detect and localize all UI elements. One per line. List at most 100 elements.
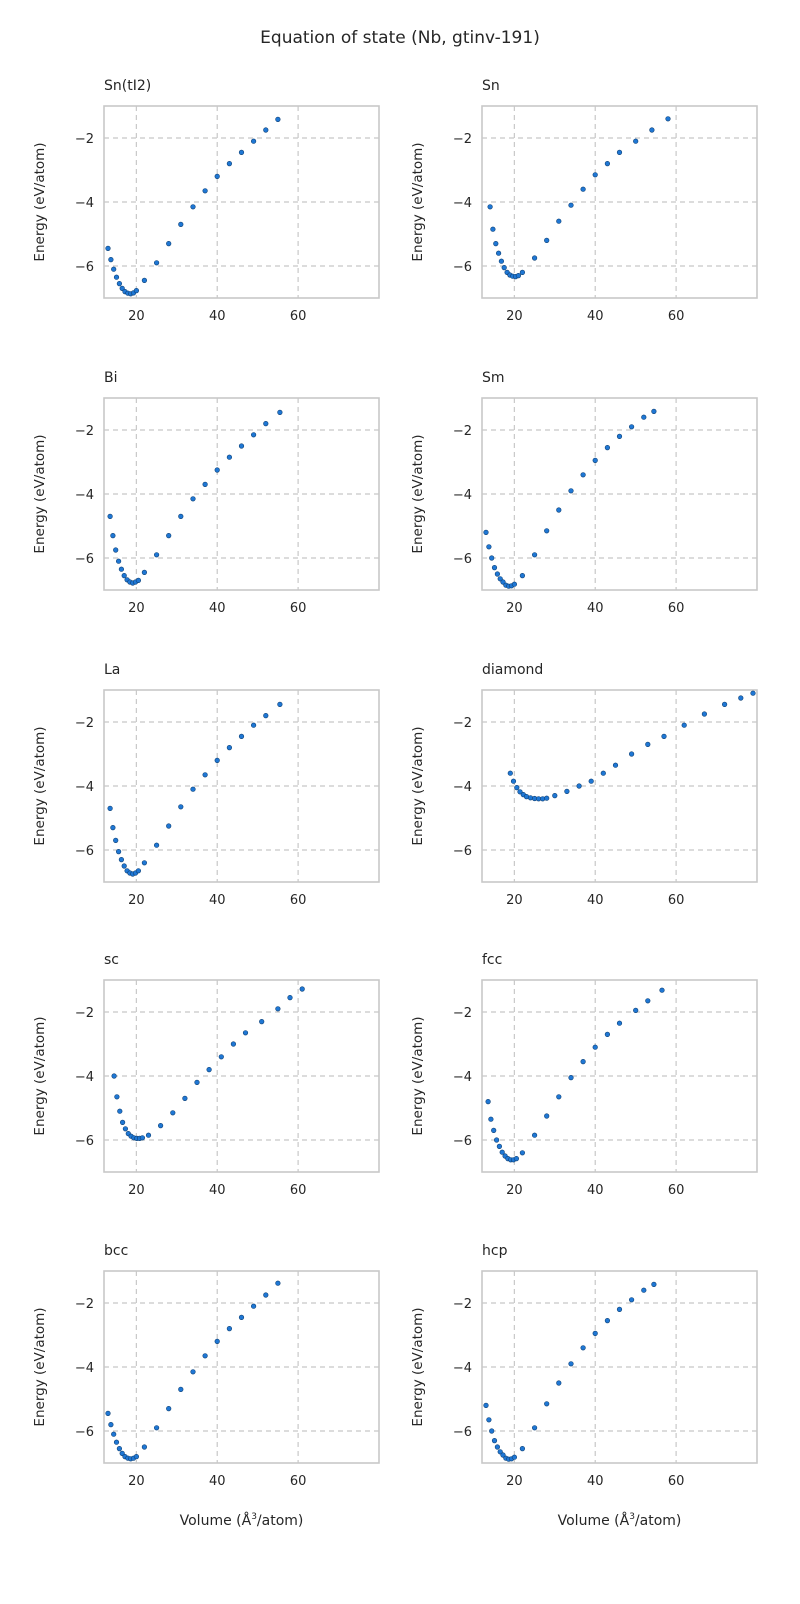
- data-point: [544, 528, 550, 534]
- data-point: [226, 454, 232, 460]
- data-point: [275, 1280, 281, 1286]
- x-tick-label: 60: [668, 601, 685, 616]
- x-tick-label: 60: [290, 893, 307, 908]
- data-point: [251, 1303, 257, 1309]
- x-tick-label: 20: [506, 1183, 523, 1198]
- data-point: [141, 860, 147, 866]
- data-point: [489, 1428, 495, 1434]
- data-point: [592, 1044, 598, 1050]
- data-point: [141, 1444, 147, 1450]
- data-point: [190, 1369, 196, 1375]
- data-point: [170, 1110, 176, 1116]
- data-point: [145, 1132, 152, 1138]
- data-point: [510, 778, 517, 784]
- x-tick-label: 20: [506, 309, 523, 324]
- data-point: [588, 778, 594, 784]
- subplot-title: Sn(tI2): [104, 78, 151, 94]
- data-point: [115, 848, 122, 855]
- x-tick-label: 40: [209, 893, 226, 908]
- subplot-5: 20 40 60 −6 −4 −2 diamond Energy (eV/atom): [410, 662, 758, 908]
- data-point: [287, 994, 293, 1001]
- data-point: [701, 711, 708, 717]
- data-point: [496, 1143, 503, 1149]
- x-tick-label: 20: [128, 1183, 145, 1198]
- data-point: [238, 1314, 245, 1320]
- data-point: [105, 1410, 111, 1416]
- data-point: [263, 712, 269, 719]
- x-axis-label-unit: Å: [620, 1512, 630, 1529]
- data-point: [118, 566, 124, 572]
- data-point: [154, 1425, 160, 1431]
- data-point: [275, 116, 281, 122]
- data-point: [665, 116, 671, 122]
- data-point: [230, 1041, 236, 1047]
- y-tick-label: −4: [453, 780, 472, 795]
- y-tick-label: −4: [75, 488, 94, 503]
- subplot-4: 20 40 60 −6 −4 −2 La Energy (eV/atom): [32, 662, 380, 908]
- x-tick-label: 20: [128, 1474, 145, 1489]
- data-point: [556, 218, 562, 224]
- data-point: [113, 547, 119, 553]
- data-point: [277, 409, 283, 416]
- data-point: [115, 558, 122, 564]
- subplot-title: Sm: [482, 370, 505, 386]
- data-point: [166, 1405, 172, 1412]
- data-point: [206, 1066, 212, 1073]
- x-tick-label: 40: [587, 1474, 604, 1489]
- plot-frame: [103, 397, 380, 591]
- x-tick-label: 40: [587, 893, 604, 908]
- data-point: [154, 260, 160, 266]
- subplot-8: 20 40 60 −6 −4 −2 bcc Energy (eV/atom) Volume (Å…: [32, 1243, 380, 1529]
- data-point: [214, 1338, 220, 1344]
- figure-title: Equation of state (Nb, gtinv-191): [260, 28, 540, 48]
- data-point: [556, 507, 562, 513]
- y-tick-label: −6: [75, 1425, 94, 1440]
- data-point: [568, 202, 574, 208]
- x-tick-label: 60: [290, 1474, 307, 1489]
- data-point: [182, 1095, 188, 1101]
- data-point: [113, 274, 120, 280]
- data-point: [568, 488, 574, 494]
- data-point: [649, 127, 655, 133]
- data-point: [721, 701, 728, 708]
- data-point: [641, 414, 647, 420]
- data-point: [616, 149, 623, 155]
- y-axis-label: Energy (eV/atom): [410, 726, 426, 845]
- x-tick-label: 60: [290, 1183, 307, 1198]
- data-point: [259, 1018, 265, 1025]
- data-point: [544, 237, 550, 243]
- y-axis-label: Energy (eV/atom): [32, 142, 48, 261]
- data-point: [483, 1402, 489, 1408]
- data-point: [628, 1297, 635, 1303]
- data-point: [141, 277, 147, 284]
- y-tick-label: −4: [453, 1070, 472, 1085]
- x-axis-label-pre: Volume (: [558, 1513, 620, 1529]
- data-point: [552, 792, 558, 799]
- y-tick-label: −6: [75, 552, 94, 567]
- subplot-9: 20 40 60 −6 −4 −2 hcp Energy (eV/atom) Volume (Å…: [410, 1243, 758, 1529]
- data-point: [166, 823, 172, 829]
- data-point: [651, 1281, 657, 1287]
- x-axis-label-pre: Volume (: [180, 1513, 242, 1529]
- data-point: [178, 513, 184, 520]
- x-tick-label: 40: [587, 1183, 604, 1198]
- data-point: [592, 457, 598, 464]
- data-point: [681, 722, 687, 728]
- y-tick-label: −2: [453, 1006, 472, 1021]
- y-tick-label: −4: [453, 488, 472, 503]
- data-point: [500, 1452, 506, 1458]
- data-point: [263, 1292, 269, 1298]
- y-tick-label: −6: [453, 260, 472, 275]
- data-point: [118, 856, 124, 863]
- data-point: [544, 1401, 550, 1407]
- data-point: [139, 1135, 145, 1141]
- data-point: [580, 186, 586, 192]
- y-tick-label: −4: [453, 196, 472, 211]
- data-point: [135, 577, 141, 584]
- data-point: [556, 1380, 562, 1386]
- data-point: [604, 161, 611, 167]
- y-axis-label: Energy (eV/atom): [410, 1016, 426, 1135]
- data-point: [154, 842, 160, 848]
- x-axis-label-sup: 3: [251, 1512, 257, 1522]
